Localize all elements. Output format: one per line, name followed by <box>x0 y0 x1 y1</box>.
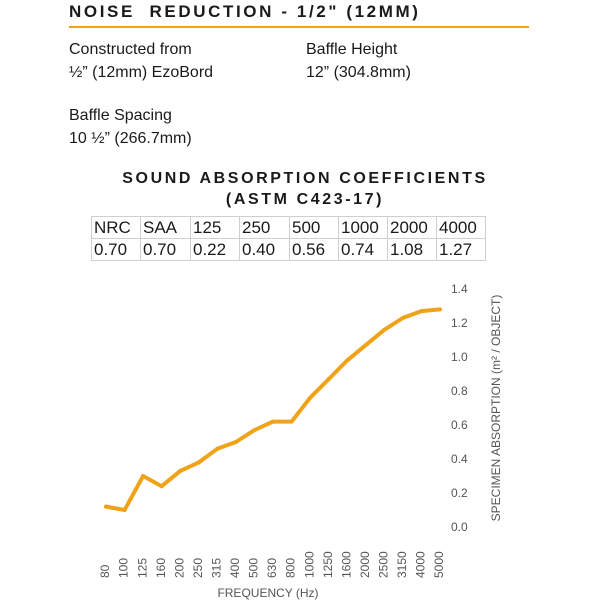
y-tick-label: 1.4 <box>451 282 468 296</box>
x-tick-label: 400 <box>228 558 242 578</box>
data-point <box>233 440 238 444</box>
data-point <box>308 395 313 400</box>
x-tick-label: 315 <box>210 558 224 578</box>
data-point <box>104 504 108 509</box>
spacing-label: Baffle Spacing <box>69 107 172 124</box>
coef-value-cell: 0.70 <box>91 238 141 261</box>
data-point <box>122 508 127 512</box>
x-tick-label: 5000 <box>432 551 446 578</box>
coefficients-table: NRC SAA 125 250 500 1000 2000 4000 0.70 … <box>91 216 486 261</box>
height-label: Baffle Height <box>306 41 398 58</box>
y-axis-title: SPECIMEN ABSORPTION (m² / OBJECT) <box>489 295 503 522</box>
data-point <box>363 343 368 348</box>
data-point <box>289 419 294 424</box>
x-tick-label: 630 <box>265 558 279 578</box>
coef-header-cell: 4000 <box>436 216 486 239</box>
x-tick-label: 2500 <box>377 551 391 578</box>
data-point <box>141 474 146 478</box>
x-tick-label: 3150 <box>395 551 409 578</box>
y-tick-label: 0.4 <box>451 452 468 466</box>
data-point <box>252 428 257 433</box>
coef-value-cell: 0.56 <box>289 238 339 261</box>
coef-value-cell: 0.22 <box>190 238 240 261</box>
y-tick-label: 0.6 <box>451 418 468 432</box>
y-tick-label: 0.8 <box>451 384 468 398</box>
coef-header-cell: 250 <box>239 216 290 239</box>
x-tick-label: 1250 <box>321 551 335 578</box>
x-tick-label: 160 <box>154 558 168 578</box>
construction-spec: Constructed from ½” (12mm) EzoBord <box>69 38 213 84</box>
absorption-series-line <box>104 307 442 512</box>
y-tick-label: 0.2 <box>451 486 468 500</box>
coefficients-header-row: NRC SAA 125 250 500 1000 2000 4000 <box>91 216 486 239</box>
data-point <box>438 307 442 312</box>
title-divider <box>69 26 529 28</box>
x-tick-label: 1000 <box>302 551 316 578</box>
coef-value-cell: 1.08 <box>387 238 437 261</box>
data-point <box>271 419 275 424</box>
height-spec: Baffle Height 12” (304.8mm) <box>306 38 411 84</box>
coefficients-title: SOUND ABSORPTION COEFFICIENTS <box>122 170 488 187</box>
spacing-value: 10 ½” (266.7mm) <box>69 130 192 147</box>
data-point <box>382 327 387 332</box>
x-tick-label: 1600 <box>339 551 353 578</box>
data-point <box>345 358 350 363</box>
data-point <box>326 377 331 382</box>
x-tick-label: 2000 <box>358 551 372 578</box>
data-point <box>419 309 424 314</box>
x-tick-label: 250 <box>191 558 205 578</box>
data-point <box>159 484 164 489</box>
coefficients-standard: (ASTM C423-17) <box>225 191 385 208</box>
x-tick-label: 125 <box>135 558 149 578</box>
x-tick-label: 500 <box>247 558 261 578</box>
x-tick-label: 4000 <box>414 551 428 578</box>
page-title: NOISE REDUCTION - 1/2" (12MM) <box>69 2 421 21</box>
y-tick-label: 1.0 <box>451 350 468 364</box>
x-tick-label: 800 <box>284 558 298 578</box>
data-point <box>178 468 183 473</box>
coef-value-cell: 1.27 <box>436 238 486 261</box>
construction-value: ½” (12mm) EzoBord <box>69 64 214 81</box>
x-tick-label: 80 <box>98 564 112 578</box>
data-point <box>400 315 405 320</box>
coefficients-value-row: 0.70 0.70 0.22 0.40 0.56 0.74 1.08 1.27 <box>91 238 486 261</box>
x-axis-title: FREQUENCY (Hz) <box>217 586 318 600</box>
data-point <box>215 446 220 451</box>
coef-value-cell: 0.74 <box>338 238 388 261</box>
spacing-spec: Baffle Spacing 10 ½” (266.7mm) <box>69 104 192 150</box>
coef-header-cell: 500 <box>289 216 339 239</box>
data-point <box>196 460 201 465</box>
construction-label: Constructed from <box>69 41 192 58</box>
x-tick-label: 100 <box>117 558 131 578</box>
x-tick-label: 200 <box>172 558 186 578</box>
y-tick-label: 0.0 <box>451 520 468 534</box>
y-tick-label: 1.2 <box>451 316 468 330</box>
height-value: 12” (304.8mm) <box>306 64 411 81</box>
